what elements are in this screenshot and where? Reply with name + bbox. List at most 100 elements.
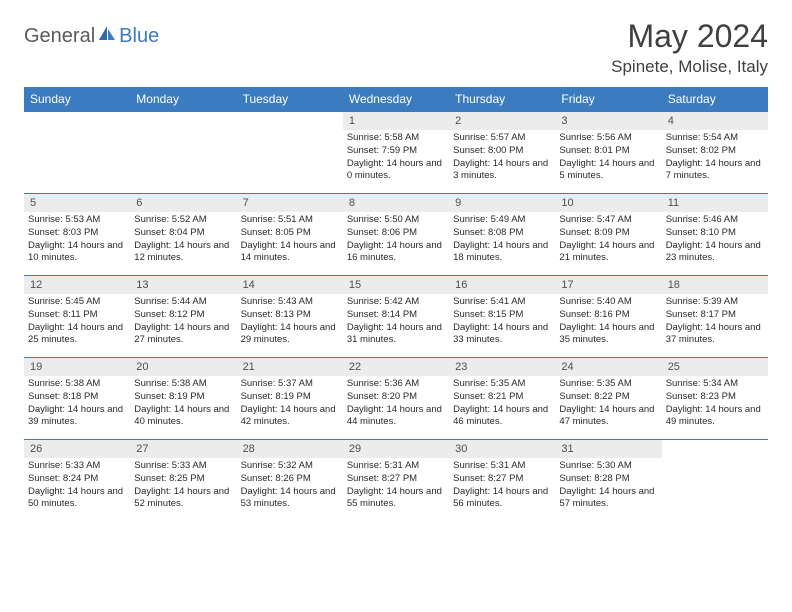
day-content: Sunrise: 5:43 AMSunset: 8:13 PMDaylight:… [237,294,343,351]
day-content: Sunrise: 5:50 AMSunset: 8:06 PMDaylight:… [343,212,449,269]
day-cell: 25Sunrise: 5:34 AMSunset: 8:23 PMDayligh… [662,358,768,440]
day-number: 27 [130,440,236,458]
day-number: 23 [449,358,555,376]
day-content: Sunrise: 5:31 AMSunset: 8:27 PMDaylight:… [449,458,555,515]
day-content: Sunrise: 5:53 AMSunset: 8:03 PMDaylight:… [24,212,130,269]
day-cell: 13Sunrise: 5:44 AMSunset: 8:12 PMDayligh… [130,276,236,358]
day-content: Sunrise: 5:38 AMSunset: 8:19 PMDaylight:… [130,376,236,433]
day-content: Sunrise: 5:51 AMSunset: 8:05 PMDaylight:… [237,212,343,269]
day-number: 6 [130,194,236,212]
day-cell: 16Sunrise: 5:41 AMSunset: 8:15 PMDayligh… [449,276,555,358]
day-cell: 28Sunrise: 5:32 AMSunset: 8:26 PMDayligh… [237,440,343,522]
day-number: 13 [130,276,236,294]
day-content: Sunrise: 5:56 AMSunset: 8:01 PMDaylight:… [555,130,661,187]
day-cell: 7Sunrise: 5:51 AMSunset: 8:05 PMDaylight… [237,194,343,276]
location: Spinete, Molise, Italy [611,57,768,77]
day-number: 30 [449,440,555,458]
day-cell: 15Sunrise: 5:42 AMSunset: 8:14 PMDayligh… [343,276,449,358]
day-number: 3 [555,112,661,130]
logo-text-2: Blue [119,25,159,48]
day-number: 26 [24,440,130,458]
day-number: 31 [555,440,661,458]
day-content: Sunrise: 5:46 AMSunset: 8:10 PMDaylight:… [662,212,768,269]
day-content: Sunrise: 5:40 AMSunset: 8:16 PMDaylight:… [555,294,661,351]
day-header-row: Sunday Monday Tuesday Wednesday Thursday… [24,87,768,112]
day-cell: 31Sunrise: 5:30 AMSunset: 8:28 PMDayligh… [555,440,661,522]
day-header: Friday [555,87,661,112]
day-content: Sunrise: 5:37 AMSunset: 8:19 PMDaylight:… [237,376,343,433]
calendar-table: Sunday Monday Tuesday Wednesday Thursday… [24,87,768,522]
day-cell: 29Sunrise: 5:31 AMSunset: 8:27 PMDayligh… [343,440,449,522]
day-cell [237,112,343,194]
day-number: 19 [24,358,130,376]
day-cell: 11Sunrise: 5:46 AMSunset: 8:10 PMDayligh… [662,194,768,276]
sail-icon [97,24,117,49]
day-cell: 12Sunrise: 5:45 AMSunset: 8:11 PMDayligh… [24,276,130,358]
calendar-page: General Blue May 2024 Spinete, Molise, I… [0,0,792,540]
month-title: May 2024 [611,18,768,55]
day-cell: 22Sunrise: 5:36 AMSunset: 8:20 PMDayligh… [343,358,449,440]
day-cell: 5Sunrise: 5:53 AMSunset: 8:03 PMDaylight… [24,194,130,276]
day-content: Sunrise: 5:39 AMSunset: 8:17 PMDaylight:… [662,294,768,351]
day-number: 25 [662,358,768,376]
day-cell [662,440,768,522]
week-row: 19Sunrise: 5:38 AMSunset: 8:18 PMDayligh… [24,358,768,440]
day-header: Monday [130,87,236,112]
day-header: Thursday [449,87,555,112]
day-cell: 9Sunrise: 5:49 AMSunset: 8:08 PMDaylight… [449,194,555,276]
day-content: Sunrise: 5:38 AMSunset: 8:18 PMDaylight:… [24,376,130,433]
day-header: Sunday [24,87,130,112]
day-cell: 17Sunrise: 5:40 AMSunset: 8:16 PMDayligh… [555,276,661,358]
day-header: Wednesday [343,87,449,112]
day-number: 15 [343,276,449,294]
day-number: 7 [237,194,343,212]
title-block: May 2024 Spinete, Molise, Italy [611,18,768,77]
calendar-body: 1Sunrise: 5:58 AMSunset: 7:59 PMDaylight… [24,112,768,522]
day-cell: 20Sunrise: 5:38 AMSunset: 8:19 PMDayligh… [130,358,236,440]
day-content: Sunrise: 5:49 AMSunset: 8:08 PMDaylight:… [449,212,555,269]
day-content: Sunrise: 5:42 AMSunset: 8:14 PMDaylight:… [343,294,449,351]
day-number: 9 [449,194,555,212]
day-content: Sunrise: 5:41 AMSunset: 8:15 PMDaylight:… [449,294,555,351]
day-cell: 2Sunrise: 5:57 AMSunset: 8:00 PMDaylight… [449,112,555,194]
day-number: 14 [237,276,343,294]
day-number: 24 [555,358,661,376]
day-number: 5 [24,194,130,212]
day-number: 2 [449,112,555,130]
day-cell: 4Sunrise: 5:54 AMSunset: 8:02 PMDaylight… [662,112,768,194]
day-number: 28 [237,440,343,458]
week-row: 1Sunrise: 5:58 AMSunset: 7:59 PMDaylight… [24,112,768,194]
day-number: 1 [343,112,449,130]
day-number: 4 [662,112,768,130]
day-number: 11 [662,194,768,212]
day-cell [24,112,130,194]
day-cell: 23Sunrise: 5:35 AMSunset: 8:21 PMDayligh… [449,358,555,440]
day-content: Sunrise: 5:33 AMSunset: 8:25 PMDaylight:… [130,458,236,515]
day-content: Sunrise: 5:32 AMSunset: 8:26 PMDaylight:… [237,458,343,515]
day-content: Sunrise: 5:31 AMSunset: 8:27 PMDaylight:… [343,458,449,515]
day-cell: 24Sunrise: 5:35 AMSunset: 8:22 PMDayligh… [555,358,661,440]
day-number: 8 [343,194,449,212]
day-cell: 14Sunrise: 5:43 AMSunset: 8:13 PMDayligh… [237,276,343,358]
day-number: 20 [130,358,236,376]
day-content: Sunrise: 5:33 AMSunset: 8:24 PMDaylight:… [24,458,130,515]
day-content: Sunrise: 5:44 AMSunset: 8:12 PMDaylight:… [130,294,236,351]
day-cell: 26Sunrise: 5:33 AMSunset: 8:24 PMDayligh… [24,440,130,522]
week-row: 5Sunrise: 5:53 AMSunset: 8:03 PMDaylight… [24,194,768,276]
day-number: 22 [343,358,449,376]
day-content: Sunrise: 5:36 AMSunset: 8:20 PMDaylight:… [343,376,449,433]
day-number: 21 [237,358,343,376]
day-cell [130,112,236,194]
day-content: Sunrise: 5:35 AMSunset: 8:21 PMDaylight:… [449,376,555,433]
day-number: 17 [555,276,661,294]
day-number: 10 [555,194,661,212]
day-content: Sunrise: 5:30 AMSunset: 8:28 PMDaylight:… [555,458,661,515]
day-cell: 27Sunrise: 5:33 AMSunset: 8:25 PMDayligh… [130,440,236,522]
day-header: Saturday [662,87,768,112]
day-content: Sunrise: 5:35 AMSunset: 8:22 PMDaylight:… [555,376,661,433]
day-header: Tuesday [237,87,343,112]
logo: General Blue [24,18,159,49]
day-content: Sunrise: 5:47 AMSunset: 8:09 PMDaylight:… [555,212,661,269]
day-cell: 6Sunrise: 5:52 AMSunset: 8:04 PMDaylight… [130,194,236,276]
day-content: Sunrise: 5:52 AMSunset: 8:04 PMDaylight:… [130,212,236,269]
